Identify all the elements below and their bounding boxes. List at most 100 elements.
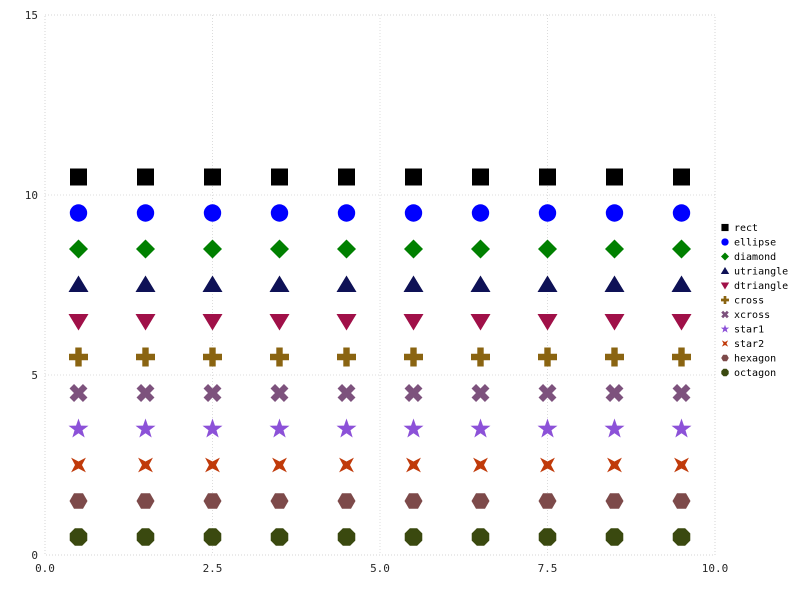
marker-ellipse [404, 204, 423, 222]
legend-marker-hexagon [721, 354, 729, 362]
marker-star2 [205, 457, 220, 473]
marker-octagon [538, 528, 557, 546]
marker-dtriangle [671, 314, 692, 331]
legend-label-rect: rect [734, 223, 758, 234]
legend: rect ellipse diamond utriangle dtriangle cros… [720, 223, 788, 379]
marker-cross [672, 347, 691, 367]
legend-item-star2: star2 [721, 339, 764, 350]
legend-marker-dtriangle [720, 282, 730, 290]
legend-marker-utriangle [720, 267, 730, 274]
marker-star2 [339, 457, 354, 473]
marker-star2 [473, 457, 488, 473]
marker-dtriangle [403, 314, 424, 331]
marker-diamond [471, 239, 490, 259]
marker-xcross [404, 384, 423, 402]
marker-rect [271, 168, 288, 186]
marker-utriangle [68, 275, 89, 292]
marker-ellipse [471, 204, 490, 222]
legend-marker-ellipse [721, 238, 729, 246]
marker-xcross [203, 384, 222, 402]
marker-hexagon [270, 493, 289, 509]
marker-ellipse [69, 204, 88, 222]
series-star1 [68, 418, 692, 438]
legend-marker-xcross [721, 310, 729, 319]
marker-utriangle [135, 275, 156, 292]
marker-diamond [538, 239, 557, 259]
marker-diamond [203, 239, 222, 259]
marker-diamond [605, 239, 624, 259]
marker-hexagon [203, 493, 222, 509]
marker-cross [270, 347, 289, 367]
legend-item-diamond: diamond [721, 252, 776, 263]
legend-label-utriangle: utriangle [734, 267, 788, 278]
legend-marker-star1 [720, 324, 730, 333]
marker-star1 [537, 418, 558, 438]
series-ellipse [69, 204, 691, 222]
marker-star1 [604, 418, 625, 438]
series-hexagon [69, 493, 691, 509]
legend-label-star1: star1 [734, 325, 764, 336]
y-tick-label: 15 [25, 9, 38, 22]
marker-rect [338, 168, 355, 186]
marker-octagon [605, 528, 624, 546]
marker-rect [472, 168, 489, 186]
legend-label-ellipse: ellipse [734, 238, 776, 249]
marker-hexagon [605, 493, 624, 509]
marker-ellipse [605, 204, 624, 222]
plot-border [44, 14, 716, 556]
legend-item-ellipse: ellipse [721, 238, 776, 249]
marker-dtriangle [135, 314, 156, 331]
marker-rect [137, 168, 154, 186]
marker-ellipse [337, 204, 356, 222]
legend-marker-cross [721, 296, 729, 304]
marker-ellipse [538, 204, 557, 222]
marker-cross [538, 347, 557, 367]
marker-rect [673, 168, 690, 186]
marker-star1 [68, 418, 89, 438]
marker-star2 [607, 457, 622, 473]
marker-cross [136, 347, 155, 367]
marker-diamond [69, 239, 88, 259]
marker-diamond [404, 239, 423, 259]
marker-rect [606, 168, 623, 186]
marker-utriangle [403, 275, 424, 292]
marker-cross [203, 347, 222, 367]
marker-octagon [270, 528, 289, 546]
legend-item-cross: cross [721, 296, 764, 307]
marker-utriangle [202, 275, 223, 292]
marker-star1 [336, 418, 357, 438]
marker-ellipse [136, 204, 155, 222]
marker-cross [605, 347, 624, 367]
marker-star2 [406, 457, 421, 473]
legend-marker-star2 [721, 340, 729, 347]
marker-rect [405, 168, 422, 186]
series-xcross [69, 384, 691, 402]
series-octagon [69, 528, 691, 546]
x-tick-label: 10.0 [702, 562, 729, 575]
series-diamond [69, 239, 691, 259]
marker-hexagon [404, 493, 423, 509]
marker-dtriangle [604, 314, 625, 331]
marker-xcross [471, 384, 490, 402]
marker-star1 [403, 418, 424, 438]
marker-star1 [269, 418, 290, 438]
legend-item-star1: star1 [720, 324, 764, 336]
marker-xcross [337, 384, 356, 402]
marker-star2 [71, 457, 86, 473]
y-tick-label: 10 [25, 189, 38, 202]
marker-ellipse [270, 204, 289, 222]
marker-xcross [672, 384, 691, 402]
marker-rect [539, 168, 556, 186]
marker-diamond [270, 239, 289, 259]
legend-label-diamond: diamond [734, 252, 776, 263]
marker-octagon [404, 528, 423, 546]
marker-hexagon [471, 493, 490, 509]
series-cross [69, 347, 691, 367]
marker-rect [204, 168, 221, 186]
marker-xcross [538, 384, 557, 402]
marker-cross [471, 347, 490, 367]
marker-octagon [672, 528, 691, 546]
marker-hexagon [672, 493, 691, 509]
